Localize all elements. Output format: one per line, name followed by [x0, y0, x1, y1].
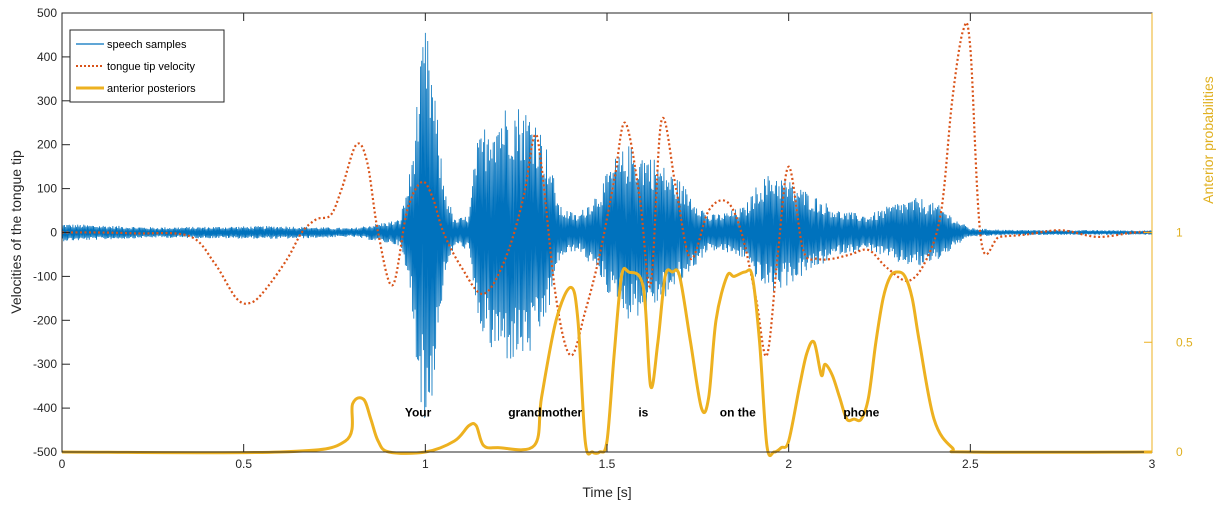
word-annotation: on the	[720, 405, 756, 419]
legend-label-posterior: anterior posteriors	[107, 83, 196, 95]
legend-label-speech: speech samples	[107, 39, 187, 51]
y-tick-label: -100	[33, 269, 57, 283]
y-tick-label: -400	[33, 401, 57, 415]
y-tick-label: 500	[37, 6, 57, 20]
word-annotation: is	[638, 405, 648, 419]
x-tick-label: 1.5	[599, 457, 616, 471]
y-tick-label: 200	[37, 138, 57, 152]
word-annotation: Your	[405, 405, 432, 419]
word-annotation: phone	[843, 405, 879, 419]
y-tick-label: -300	[33, 357, 57, 371]
right-axis-label: Anterior probabilities	[1200, 76, 1216, 204]
right-tick-label: 0	[1176, 445, 1183, 459]
right-axis-ticks: 00.51	[1144, 226, 1193, 459]
x-tick-label: 2	[785, 457, 792, 471]
anterior-posteriors-layer	[61, 266, 1153, 457]
legend: speech samples tongue tip velocity anter…	[69, 29, 225, 103]
speech-samples-layer	[61, 32, 1153, 418]
x-tick-label: 3	[1149, 457, 1156, 471]
y-axis-label: Velocities of the tongue tip	[8, 150, 24, 314]
legend-label-velocity: tongue tip velocity	[107, 61, 196, 73]
speech-samples-line	[61, 32, 1153, 418]
y-axis-ticks: -500 -400 -300 -200 -100 0 100 200 300 400 500	[33, 6, 70, 459]
y-tick-label: 300	[37, 94, 57, 108]
y-tick-label: 400	[37, 50, 57, 64]
right-tick-label: 1	[1176, 226, 1183, 240]
x-axis-label: Time [s]	[582, 484, 631, 500]
y-tick-label: 100	[37, 182, 57, 196]
y-tick-label: -500	[33, 445, 57, 459]
x-tick-label: 0.5	[235, 457, 252, 471]
y-tick-label: -200	[33, 313, 57, 327]
x-tick-label: 0	[59, 457, 66, 471]
x-tick-label: 2.5	[962, 457, 979, 471]
word-annotation: grandmother	[508, 405, 582, 419]
tongue-velocity-line	[61, 21, 1153, 358]
right-tick-label: 0.5	[1176, 335, 1193, 349]
legend-box	[69, 29, 225, 103]
y-tick-label: 0	[50, 226, 57, 240]
x-axis-ticks: 0 0.5 1 1.5 2 2.5 3	[59, 13, 1156, 471]
anterior-posteriors-line	[61, 266, 1153, 457]
word-annotations: Your grandmother is on the phone	[405, 405, 880, 419]
x-tick-label: 1	[422, 457, 429, 471]
tongue-velocity-layer	[61, 21, 1153, 358]
